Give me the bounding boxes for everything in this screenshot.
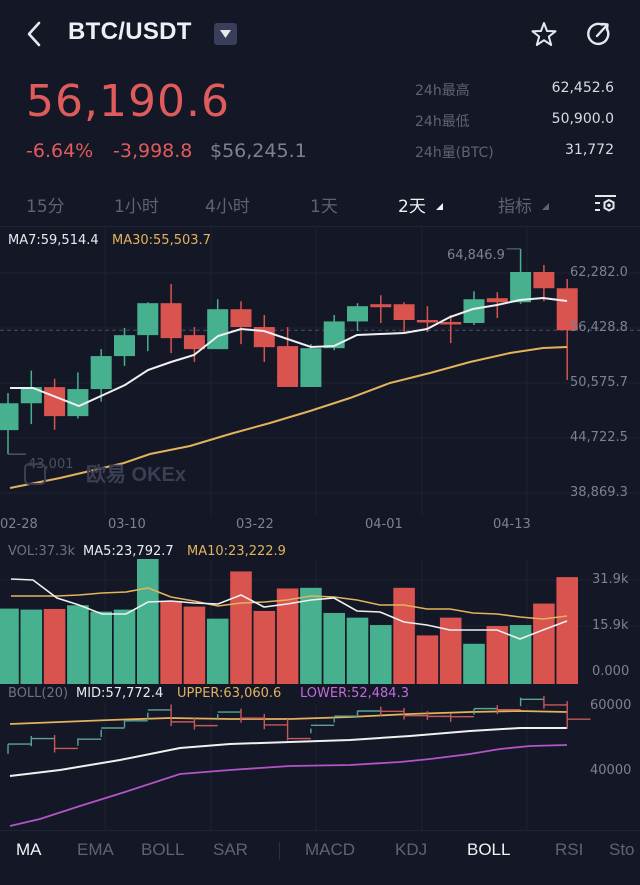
tab-1day[interactable]: 1天 <box>310 197 338 217</box>
last-price: 56,190.6 <box>26 76 230 127</box>
back-button[interactable] <box>24 20 48 52</box>
y-tick: 44,722.5 <box>570 430 628 445</box>
pair-dropdown-button[interactable] <box>214 23 237 45</box>
sub-tab-stoch[interactable]: Sto <box>609 840 635 859</box>
sub-tab-kdj[interactable]: KDJ <box>395 840 428 859</box>
boll-chart[interactable] <box>0 684 640 830</box>
volume-chart[interactable] <box>0 540 640 685</box>
tab-separator <box>279 842 280 860</box>
y-tick: 50,575.7 <box>570 375 628 390</box>
change-percent: -6.64% <box>26 140 94 162</box>
boll-mid-legend: MID:57,772.4 <box>76 686 164 701</box>
max-price-label: 64,846.9 <box>447 248 505 263</box>
boll-y-tick: 60000 <box>590 698 632 713</box>
favorite-button[interactable] <box>530 20 558 48</box>
main-tab-sar[interactable]: SAR <box>213 840 248 859</box>
okex-logo-icon <box>24 463 46 485</box>
watermark-text: 欧易 OKEx <box>86 464 187 486</box>
x-tick: 03-10 <box>108 517 146 532</box>
caret-down-icon <box>220 30 231 38</box>
triangle-icon <box>435 203 443 210</box>
tab-4hour[interactable]: 4小时 <box>205 197 250 217</box>
stat-low-value: 50,900.0 <box>551 111 614 127</box>
tab-indicators[interactable]: 指标 <box>498 192 549 217</box>
main-tab-ema[interactable]: EMA <box>77 840 114 859</box>
triangle-icon <box>542 203 549 210</box>
sub-tab-rsi[interactable]: RSI <box>555 840 584 859</box>
ma30-legend: MA30:55,503.7 <box>112 233 211 248</box>
boll-lower-legend: LOWER:52,484.3 <box>300 686 409 701</box>
candlestick-chart[interactable] <box>0 226 640 516</box>
y-tick: 62,282.0 <box>570 265 628 280</box>
share-button[interactable] <box>585 20 613 48</box>
divider <box>0 226 640 227</box>
ma7-legend: MA7:59,514.4 <box>8 233 99 248</box>
tab-15min[interactable]: 15分 <box>26 197 65 217</box>
boll-legend: BOLL(20) <box>8 686 69 701</box>
chevron-left-icon <box>27 21 41 47</box>
stat-high-value: 62,452.6 <box>551 80 614 96</box>
boll-upper-legend: UPPER:63,060.6 <box>177 686 282 701</box>
x-tick: 03-22 <box>236 517 274 532</box>
tab-2day[interactable]: 2天 <box>398 192 443 217</box>
main-tab-ma[interactable]: MA <box>16 840 42 859</box>
x-tick: 02-28 <box>0 517 38 532</box>
y-tick: 38,869.3 <box>570 485 628 500</box>
chart-settings-icon <box>595 195 616 212</box>
sub-tab-boll[interactable]: BOLL <box>467 840 511 859</box>
main-tab-boll[interactable]: BOLL <box>141 840 185 859</box>
tab-2day-label: 2天 <box>398 197 426 217</box>
okex-watermark: 欧易 OKEx <box>24 458 186 487</box>
vol-legend: VOL:37.3k <box>8 544 75 559</box>
vol-y-tick: 15.9k <box>592 618 629 633</box>
vol-y-tick: 31.9k <box>592 572 629 587</box>
star-icon <box>531 22 557 46</box>
y-tick: 56,428.8 <box>570 320 628 335</box>
tab-1hour[interactable]: 1小时 <box>114 197 159 217</box>
stat-volume-label: 24h量(BTC) <box>415 145 494 161</box>
vol-ma5-legend: MA5:23,792.7 <box>83 544 174 559</box>
sub-tab-macd[interactable]: MACD <box>305 840 356 859</box>
pair-title[interactable]: BTC/USDT <box>68 18 192 45</box>
share-icon <box>587 22 610 46</box>
stat-volume-value: 31,772 <box>565 142 614 158</box>
min-price-label: 43,001 <box>28 457 74 472</box>
vol-y-tick: 0.000 <box>592 664 630 679</box>
chart-settings-button[interactable] <box>592 190 620 218</box>
x-tick: 04-13 <box>493 517 531 532</box>
vol-ma10-legend: MA10:23,222.9 <box>187 544 286 559</box>
boll-y-tick: 40000 <box>590 763 632 778</box>
change-amount: -3,998.8 <box>113 140 193 162</box>
tab-indicators-label: 指标 <box>498 197 532 217</box>
x-tick: 04-01 <box>365 517 403 532</box>
divider <box>0 830 640 831</box>
usd-price: $56,245.1 <box>210 140 307 162</box>
stat-low-label: 24h最低 <box>415 114 470 130</box>
stat-high-label: 24h最高 <box>415 83 470 99</box>
